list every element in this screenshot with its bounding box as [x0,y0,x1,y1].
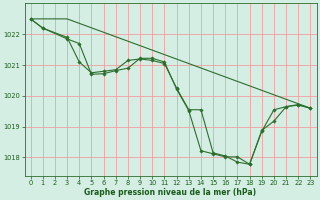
X-axis label: Graphe pression niveau de la mer (hPa): Graphe pression niveau de la mer (hPa) [84,188,257,197]
